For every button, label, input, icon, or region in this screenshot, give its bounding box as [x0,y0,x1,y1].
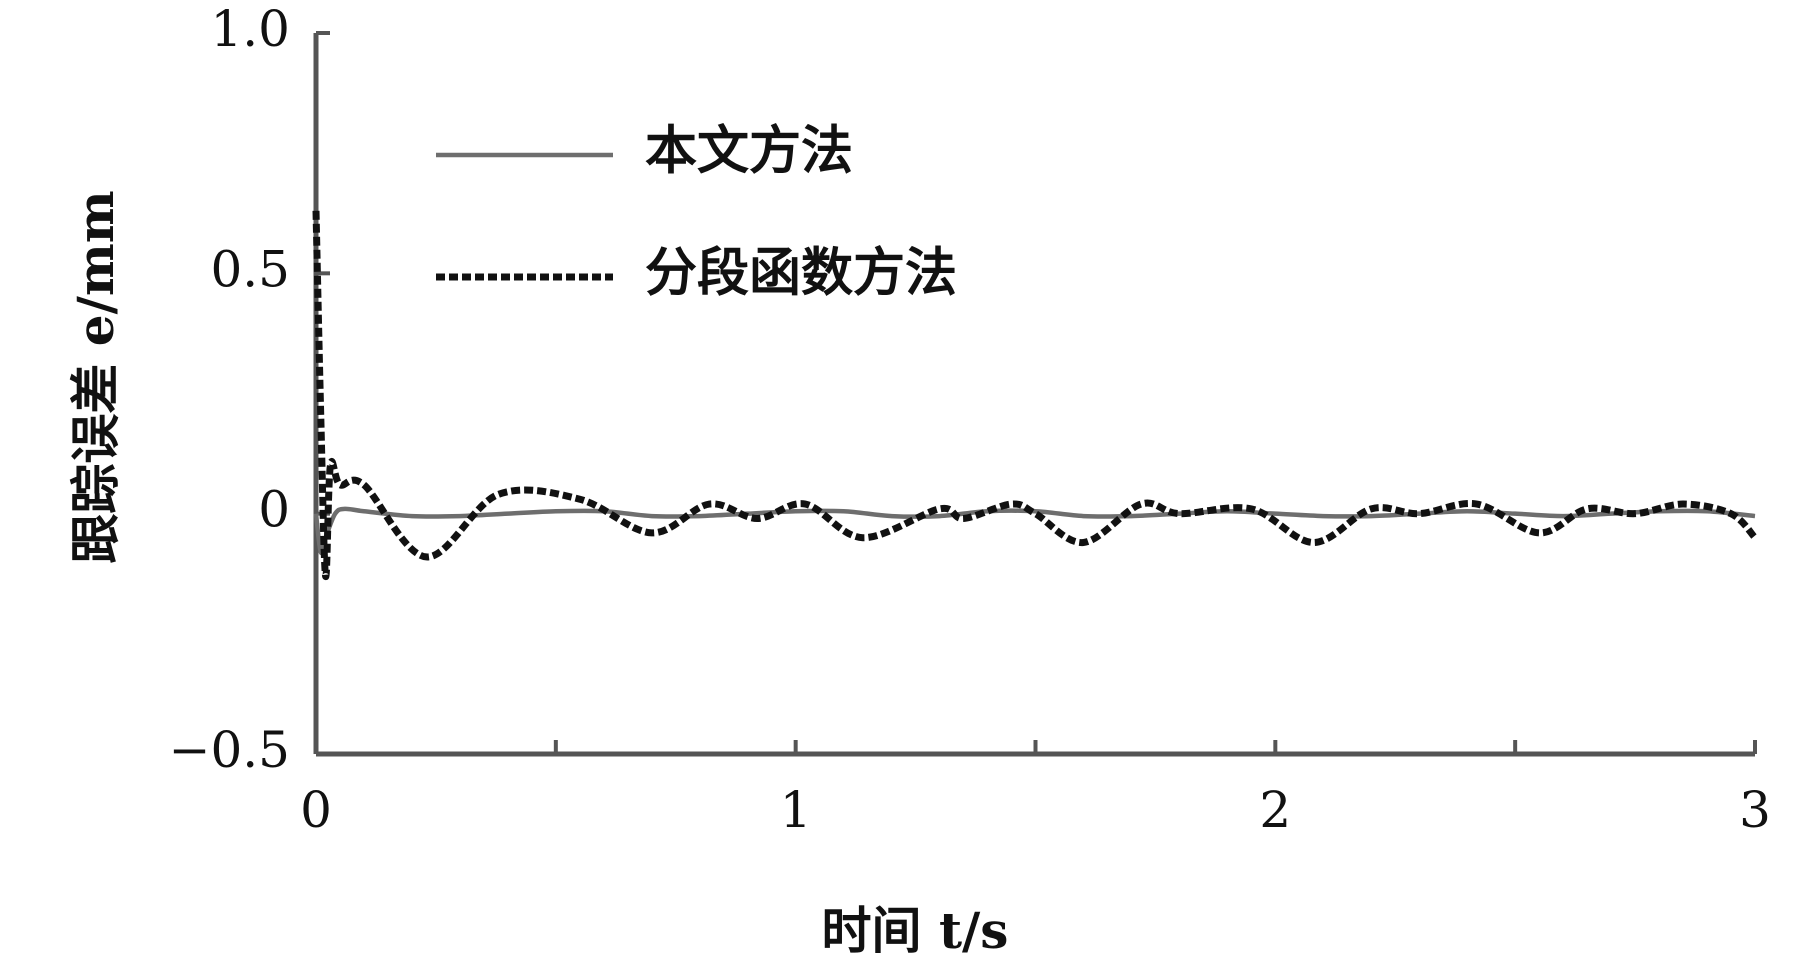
x-axis-label: 时间 t/s [822,901,1009,960]
y-tick-label: 0 [258,481,290,539]
series-line [312,210,1758,580]
x-tick-label: 1 [780,781,812,839]
legend-label: 本文方法 [645,121,853,182]
x-tick-label: 2 [1259,781,1291,839]
y-axis-label: 跟踪误差 e/mm [66,190,125,563]
x-tick-label: 0 [300,781,332,839]
y-tick-label: 0.5 [210,240,290,298]
legend-label: 分段函数方法 [645,243,957,304]
y-tick-label: −0.5 [169,721,290,779]
x-tick-label: 3 [1739,781,1771,839]
y-tick-label: 1.0 [210,0,290,58]
series-line [313,506,1756,556]
